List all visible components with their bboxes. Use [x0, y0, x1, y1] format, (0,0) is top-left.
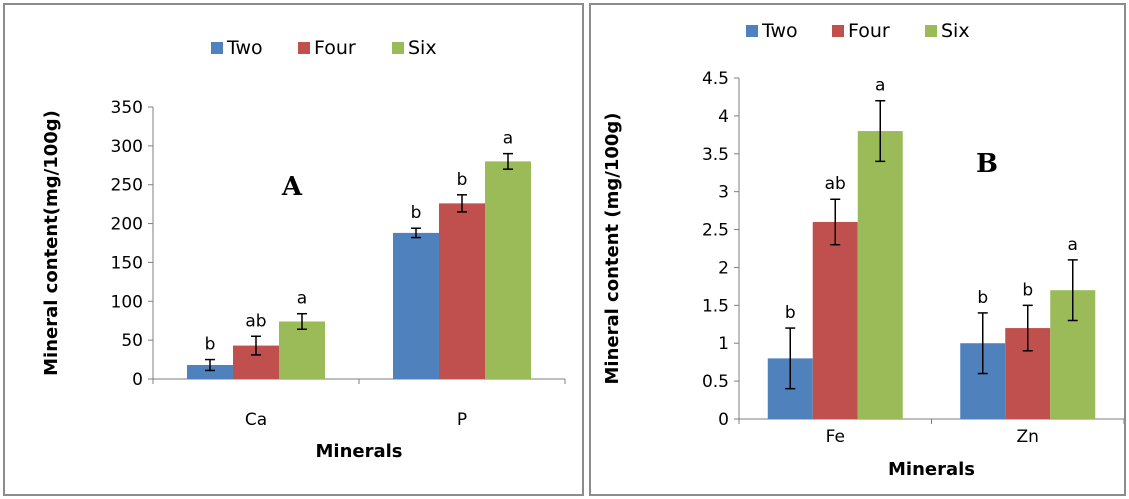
legend-label: Two — [761, 20, 798, 42]
significance-letter: ab — [245, 311, 266, 331]
category-label: Ca — [245, 410, 267, 430]
y-tick-label: 4.5 — [702, 69, 729, 89]
significance-letter: b — [205, 335, 216, 355]
bar-six — [857, 131, 903, 419]
significance-letter: a — [503, 129, 513, 149]
legend-label: Four — [848, 20, 890, 42]
y-tick-label: 0 — [132, 370, 143, 390]
y-tick-label: 150 — [111, 253, 143, 273]
chart-panel-b: 0 0.5 1 1.5 2 2.5 3 3.5 4 4.5 Fe b ab a Zn b b a Minerals M… — [589, 3, 1126, 496]
y-tick-label: 3.5 — [702, 145, 729, 165]
x-axis-title: Minerals — [888, 459, 975, 480]
x-axis-title: Minerals — [315, 441, 402, 462]
significance-letter: b — [457, 170, 468, 190]
y-tick-label: 2 — [718, 258, 729, 278]
legend-label: Four — [314, 37, 356, 59]
y-axis-title: Mineral content(mg/100g) — [41, 110, 62, 376]
bar-six — [485, 161, 531, 379]
significance-letter: b — [411, 203, 422, 223]
legend-label: Two — [226, 37, 263, 59]
legend-swatch-four — [832, 25, 844, 37]
y-tick-label: 350 — [111, 98, 143, 118]
bar-two — [187, 365, 233, 379]
category-label: Zn — [1017, 427, 1039, 447]
y-tick-label: 3 — [718, 183, 729, 203]
bar-four — [439, 203, 485, 379]
y-tick-label: 200 — [111, 215, 143, 235]
chart-a-svg: 0 50 100 150 200 250 300 350 Ca b ab a Pb b a Minerals M… — [41, 37, 566, 462]
significance-letter: a — [297, 289, 307, 309]
y-tick-label: 50 — [121, 331, 143, 351]
significance-letter: b — [785, 303, 796, 323]
y-tick-label: 2.5 — [702, 221, 729, 241]
y-axis-title: Mineral content (mg/100g) — [602, 112, 623, 384]
y-tick-label: 0 — [718, 410, 729, 430]
y-tick-label: 1 — [718, 334, 729, 354]
y-tick-label: 1.5 — [702, 296, 729, 316]
y-tick-label: 0.5 — [702, 372, 729, 392]
legend-label: Six — [408, 37, 437, 59]
legend-swatch-six — [925, 25, 937, 37]
legend-swatch-two — [211, 42, 223, 54]
y-tick-label: 4 — [718, 107, 729, 127]
significance-letter: b — [1022, 280, 1033, 300]
panel-label: B — [976, 149, 998, 179]
y-tick-label: 250 — [111, 176, 143, 196]
legend-swatch-two — [746, 25, 758, 37]
bar-six — [279, 321, 325, 379]
significance-letter: ab — [825, 174, 846, 194]
legend-swatch-four — [298, 42, 310, 54]
y-tick-label: 100 — [111, 292, 143, 312]
bar-four — [812, 221, 858, 419]
legend-swatch-six — [392, 42, 404, 54]
y-tick-label: 300 — [111, 137, 143, 157]
significance-letter: a — [875, 76, 885, 96]
category-label: P — [457, 410, 467, 430]
bar-two — [393, 232, 439, 379]
category-label: Fe — [826, 427, 845, 447]
panel-label: A — [281, 172, 303, 202]
significance-letter: b — [977, 288, 988, 308]
significance-letter: a — [1068, 235, 1078, 255]
chart-b-svg: 0 0.5 1 1.5 2 2.5 3 3.5 4 4.5 Fe b ab a Zn b b a Minerals M… — [602, 20, 1124, 480]
legend-label: Six — [941, 20, 970, 42]
